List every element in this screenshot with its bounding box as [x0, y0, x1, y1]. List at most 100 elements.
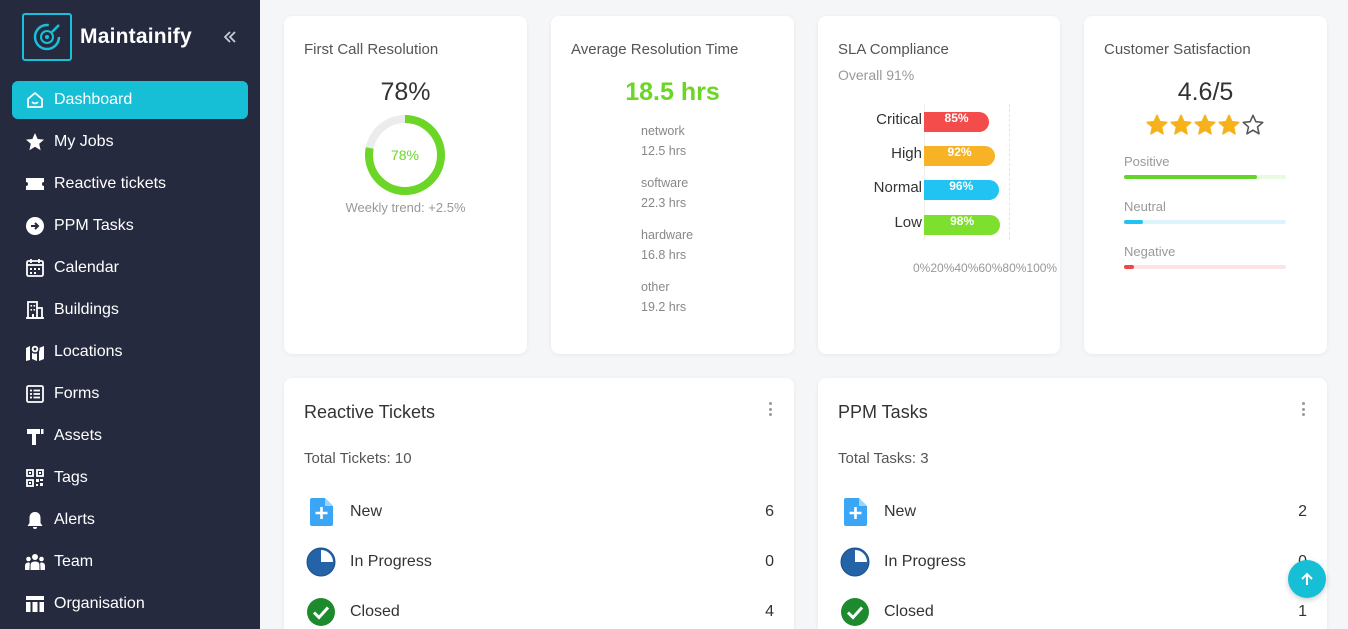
sidebar-item-label: PPM Tasks: [54, 217, 134, 234]
status-row-in-progress[interactable]: In Progress 0: [306, 546, 774, 578]
star-icon: [24, 131, 46, 153]
sidebar-item-organisation[interactable]: Organisation: [12, 585, 248, 623]
status-count: 1: [1298, 603, 1307, 620]
check-circle-icon: [840, 597, 870, 627]
sidebar-item-label: Tags: [54, 469, 88, 486]
sidebar-item-label: My Jobs: [54, 133, 114, 150]
fcr-value: 78%: [380, 78, 431, 106]
fcr-ring: 78%: [365, 115, 445, 195]
art-card: Average Resolution Time 18.5 hrs network…: [551, 16, 794, 354]
star-empty-icon: [1242, 114, 1264, 135]
fcr-ring-arc: [365, 115, 445, 195]
status-row-closed[interactable]: Closed 4: [306, 596, 774, 628]
calendar-icon: [24, 257, 46, 279]
sidebar-item-forms[interactable]: Forms: [12, 375, 248, 413]
sidebar-item-label: Calendar: [54, 259, 119, 276]
asset-icon: [24, 425, 46, 447]
star-filled-icon: [1146, 114, 1168, 135]
sla-row-label: Critical: [876, 111, 922, 128]
art-category-value: 19.2 hrs: [641, 300, 687, 314]
status-label: Closed: [884, 603, 934, 620]
reactive-menu-icon[interactable]: [764, 400, 776, 418]
status-count: 0: [765, 553, 774, 570]
new-file-icon: [306, 497, 336, 527]
art-title: Average Resolution Time: [571, 41, 739, 58]
new-file-icon: [840, 497, 870, 527]
table-icon: [24, 593, 46, 615]
sidebar-item-calendar[interactable]: Calendar: [12, 249, 248, 287]
sentiment-row: Positive: [1124, 154, 1286, 179]
pie-progress-icon: [840, 547, 870, 577]
status-count: 4: [765, 603, 774, 620]
status-row-closed[interactable]: Closed 1: [840, 596, 1307, 628]
sla-bar-low: 98%: [924, 215, 1001, 235]
fcr-title: First Call Resolution: [304, 41, 439, 58]
csat-value: 4.6/5: [1177, 78, 1234, 106]
sidebar-item-alerts[interactable]: Alerts: [12, 501, 248, 539]
brand-name: Maintainify: [80, 25, 192, 48]
art-category-name: network: [641, 124, 685, 138]
list-item: other 19.2 hrs: [641, 280, 693, 314]
sla-row-label: High: [891, 145, 922, 162]
home-icon: [24, 89, 46, 111]
art-category-name: software: [641, 176, 689, 190]
sentiment-track: [1124, 220, 1286, 224]
status-label: New: [884, 503, 917, 520]
reactive-title: Reactive Tickets: [304, 402, 436, 422]
fcr-ring-label: 78%: [391, 147, 419, 163]
star-filled-icon: [1194, 114, 1216, 135]
sla-subtitle: Overall 91%: [838, 67, 915, 83]
sidebar-item-buildings[interactable]: Buildings: [12, 291, 248, 329]
fcr-card: First Call Resolution 78% 78% Weekly tre…: [284, 16, 527, 354]
sidebar-item-ppm-tasks[interactable]: PPM Tasks: [12, 207, 248, 245]
status-row-new[interactable]: New 6: [306, 496, 774, 528]
sidebar: Maintainify Dashboard My Jobs Reactive t…: [0, 0, 260, 629]
ppm-menu-icon[interactable]: [1297, 400, 1309, 418]
art-category-value: 22.3 hrs: [641, 196, 687, 210]
csat-card: Customer Satisfaction 4.6/5 Positive Neu…: [1084, 16, 1327, 354]
sidebar-item-label: Buildings: [54, 301, 119, 318]
sidebar-item-label: Forms: [54, 385, 100, 402]
sidebar-item-tags[interactable]: Tags: [12, 459, 248, 497]
art-category-name: other: [641, 280, 670, 294]
collapse-sidebar-icon[interactable]: [220, 27, 240, 47]
sidebar-item-assets[interactable]: Assets: [12, 417, 248, 455]
sentiment-fill-neutral: [1124, 220, 1144, 224]
sidebar-item-label: Team: [54, 553, 94, 570]
brand-logo-icon: [22, 13, 72, 61]
ppm-total: Total Tasks: 3: [838, 450, 929, 467]
list-icon: [24, 383, 46, 405]
scroll-to-top-button[interactable]: [1288, 560, 1326, 598]
status-row-new[interactable]: New 2: [840, 496, 1307, 528]
status-label: New: [350, 503, 383, 520]
brand[interactable]: Maintainify: [22, 13, 248, 61]
star-filled-icon: [1170, 114, 1192, 135]
sidebar-item-label: Alerts: [54, 511, 95, 528]
status-label: Closed: [350, 603, 400, 620]
sentiment-track: [1124, 265, 1286, 269]
building-icon: [24, 299, 46, 321]
arrow-circle-icon: [24, 215, 46, 237]
sidebar-item-team[interactable]: Team: [12, 543, 248, 581]
bell-icon: [24, 509, 46, 531]
team-icon: [24, 551, 46, 573]
sentiment-row: Negative: [1124, 244, 1286, 269]
status-count: 2: [1298, 503, 1307, 520]
art-category-value: 16.8 hrs: [641, 248, 687, 262]
sidebar-item-label: Assets: [54, 427, 103, 444]
sidebar-item-dashboard[interactable]: Dashboard: [12, 81, 248, 119]
art-value: 18.5 hrs: [625, 78, 720, 106]
sentiment-fill-positive: [1124, 175, 1257, 179]
sidebar-item-locations[interactable]: Locations: [12, 333, 248, 371]
status-row-in-progress[interactable]: In Progress 0: [840, 546, 1307, 578]
sidebar-item-reactive-tickets[interactable]: Reactive tickets: [12, 165, 248, 203]
status-count: 6: [765, 503, 774, 520]
csat-title: Customer Satisfaction: [1104, 41, 1251, 58]
sla-bar-critical: 85%: [924, 112, 990, 132]
list-item: hardware 16.8 hrs: [641, 228, 693, 262]
sidebar-item-label: Locations: [54, 343, 123, 360]
ticket-icon: [24, 173, 46, 195]
sidebar-item-my-jobs[interactable]: My Jobs: [12, 123, 248, 161]
sidebar-item-label: Reactive tickets: [54, 175, 167, 192]
pie-progress-icon: [306, 547, 336, 577]
